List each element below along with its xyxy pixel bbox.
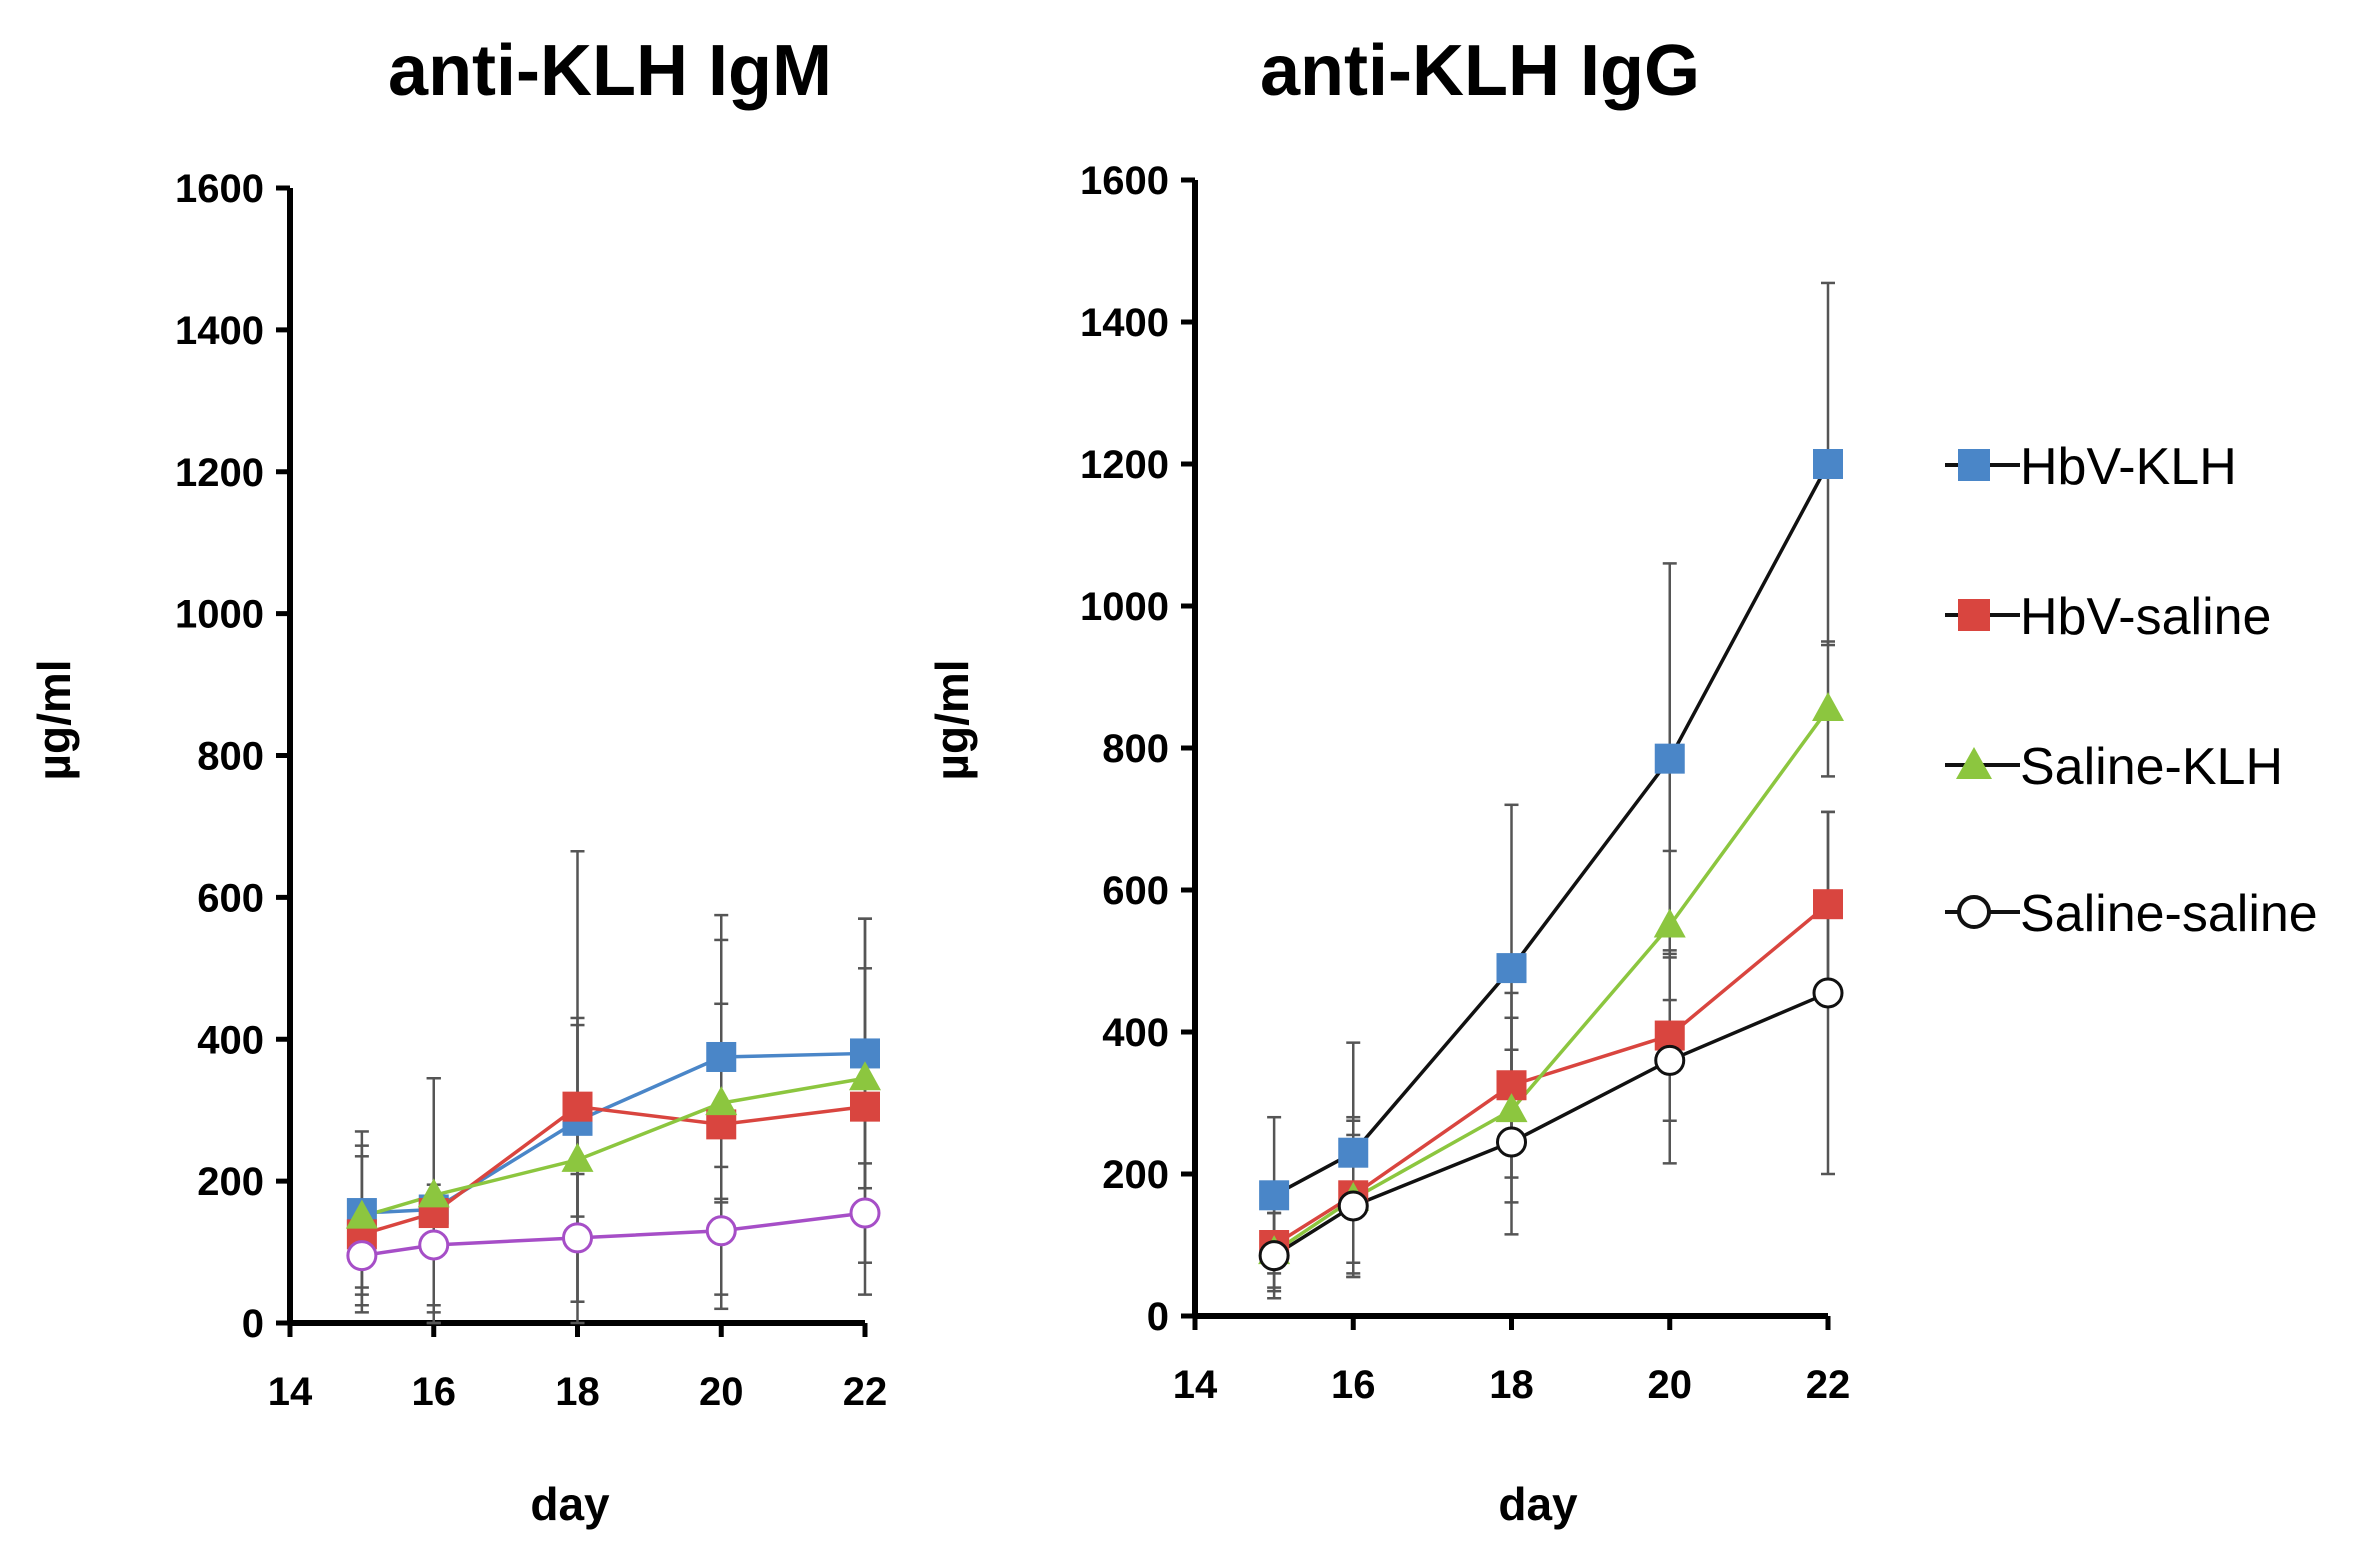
legend-item-saline-klh: Saline-KLH: [1945, 738, 2283, 796]
marker-saline-klh: [345, 1199, 378, 1229]
y-tick-label: 1000: [1080, 585, 1169, 629]
marker-saline-saline: [562, 1222, 593, 1254]
x-tick-label: 20: [699, 1370, 744, 1414]
marker-saline-saline: [1337, 1190, 1369, 1222]
chart-igg: anti-KLH IgG µg/ml day 0 200 400 600 800 1000…: [926, 31, 1850, 1530]
marker-saline-klh: [1812, 691, 1844, 721]
legend-label: HbV-saline: [2020, 588, 2271, 646]
x-tick-label: 22: [1806, 1363, 1851, 1407]
y-axis-label: µg/ml: [926, 659, 978, 780]
x-tick-label: 14: [1173, 1363, 1218, 1407]
marker-saline-klh: [561, 1142, 594, 1172]
y-tick-label: 600: [197, 876, 264, 920]
x-tick-label: 16: [412, 1370, 457, 1414]
marker-saline-saline: [1258, 1240, 1290, 1272]
marker-saline-klh: [849, 1061, 881, 1091]
marker-hbv-klh: [1338, 1137, 1369, 1168]
marker-hbv-saline: [562, 1091, 593, 1122]
y-tick-label: 1200: [175, 451, 264, 495]
marker-hbv-klh: [1813, 449, 1843, 479]
axes: 0 200 400 600 800 1000 1200 1400 1600 14 16 18 20 22: [175, 167, 887, 1414]
y-tick-label: 200: [1102, 1153, 1169, 1197]
marker-saline-saline: [1654, 1044, 1686, 1076]
legend-item-hbv-saline: HbV-saline: [1945, 588, 2271, 646]
y-tick-label: 0: [1147, 1295, 1169, 1339]
y-tick-label: 1200: [1080, 443, 1169, 487]
y-tick-label: 1400: [1080, 301, 1169, 345]
y-tick-label: 600: [1102, 869, 1169, 913]
y-tick-label: 400: [1102, 1011, 1169, 1055]
legend: HbV-KLH HbV-saline Saline-KLH Saline-sal…: [1945, 438, 2318, 943]
legend-label: HbV-KLH: [2020, 438, 2237, 496]
y-tick-label: 200: [197, 1160, 264, 1204]
series-line-hbv-klh: [1273, 463, 1830, 1197]
marker-hbv-klh: [1259, 1180, 1290, 1211]
chart-igm: anti-KLH IgM µg/ml day 0 200 400 600 800 1000…: [28, 31, 887, 1530]
y-tick-label: 1600: [175, 167, 264, 211]
y-tick-label: 1000: [175, 593, 264, 637]
legend-label: Saline-saline: [2020, 885, 2318, 943]
marker-hbv-saline: [850, 1091, 880, 1122]
axes: 0 200 400 600 800 1000 1200 1400 1600 14 16 18 20 22: [1080, 159, 1850, 1407]
series-line-saline-klh: [1273, 707, 1830, 1254]
marker-hbv-saline: [1813, 889, 1843, 920]
marker-saline-klh: [705, 1086, 738, 1116]
y-tick-label: 1600: [1080, 159, 1169, 203]
marker-saline-saline: [849, 1197, 881, 1229]
y-tick-label: 800: [197, 735, 264, 779]
legend-marker-triangle-green: [1956, 747, 1992, 779]
legend-marker-circle-open: [1957, 895, 1991, 929]
chart-title: anti-KLH IgG: [1260, 31, 1700, 111]
marker-saline-saline: [346, 1240, 378, 1272]
series-lines: [1273, 463, 1830, 1258]
marker-hbv-klh: [706, 1041, 737, 1072]
data-markers: [1258, 449, 1844, 1272]
y-axis-label: µg/ml: [28, 659, 80, 780]
data-markers: [345, 1038, 881, 1272]
y-tick-label: 400: [197, 1018, 264, 1062]
x-axis-label: day: [1498, 1478, 1578, 1530]
x-tick-label: 18: [555, 1370, 600, 1414]
x-axis-label: day: [530, 1478, 610, 1530]
x-tick-label: 20: [1648, 1363, 1693, 1407]
legend-item-hbv-klh: HbV-KLH: [1945, 438, 2237, 496]
legend-marker-square-blue: [1958, 449, 1990, 481]
y-tick-label: 1400: [175, 309, 264, 353]
marker-saline-klh: [417, 1178, 450, 1208]
marker-hbv-klh: [1654, 743, 1685, 774]
y-tick-label: 800: [1102, 727, 1169, 771]
marker-saline-saline: [1812, 977, 1844, 1009]
marker-saline-saline: [1496, 1126, 1527, 1158]
x-tick-label: 18: [1489, 1363, 1534, 1407]
legend-item-saline-saline: Saline-saline: [1945, 885, 2318, 943]
x-tick-label: 14: [268, 1370, 313, 1414]
marker-hbv-klh: [1496, 953, 1527, 984]
chart-title: anti-KLH IgM: [388, 31, 832, 111]
marker-saline-saline: [705, 1215, 737, 1247]
y-tick-label: 0: [242, 1302, 264, 1346]
x-tick-label: 22: [843, 1370, 888, 1414]
marker-saline-saline: [418, 1229, 450, 1261]
legend-label: Saline-KLH: [2020, 738, 2283, 796]
legend-marker-square-red: [1958, 599, 1990, 631]
marker-saline-klh: [1653, 908, 1686, 938]
marker-saline-klh: [1495, 1093, 1528, 1123]
x-tick-label: 16: [1331, 1363, 1376, 1407]
